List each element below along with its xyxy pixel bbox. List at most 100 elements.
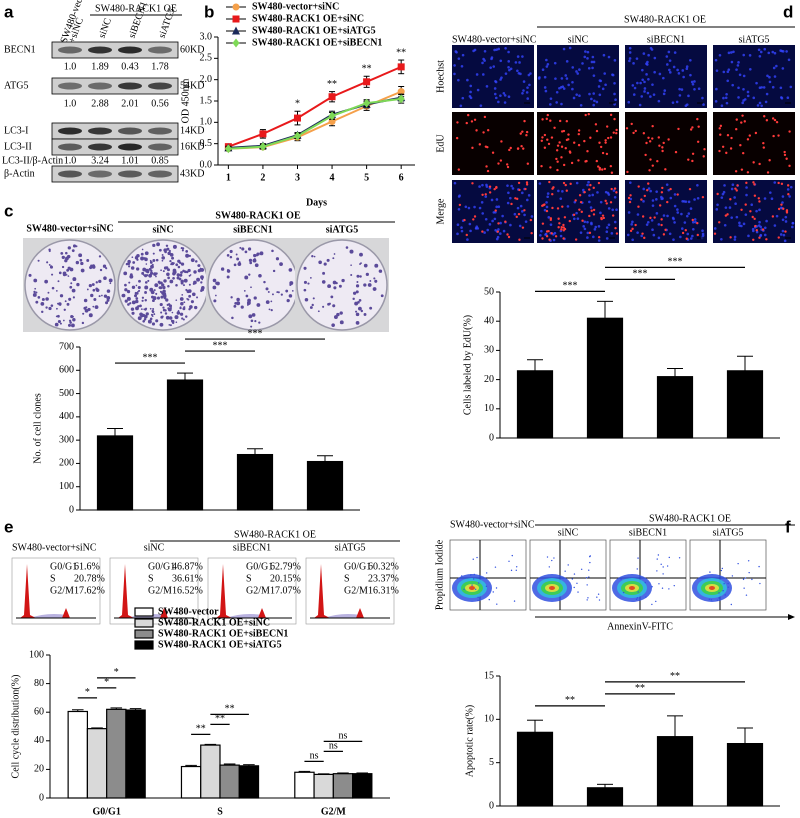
edu-signal — [555, 149, 559, 152]
nucleus — [483, 59, 486, 62]
nucleus — [581, 62, 584, 65]
edu-signal — [546, 113, 549, 117]
colony — [65, 251, 68, 255]
legend-label: SW480-RACK1 OE+siBECN1 — [158, 628, 288, 639]
edu-signal — [549, 166, 552, 169]
nucleus — [763, 47, 767, 51]
edu-signal — [588, 231, 592, 235]
nucleus — [584, 50, 587, 53]
nucleus — [788, 195, 791, 198]
legend-label: SW480-RACK1 OE+siNC — [158, 617, 270, 628]
colony — [164, 312, 168, 315]
image-column-label: siATG5 — [712, 527, 743, 538]
cell-event — [718, 592, 720, 594]
cell-event — [477, 596, 479, 599]
cell-event — [553, 557, 555, 559]
nucleus — [499, 221, 502, 225]
colony — [360, 309, 364, 313]
colony — [327, 284, 332, 289]
edu-signal — [684, 228, 687, 232]
colony — [146, 270, 150, 274]
colony — [45, 306, 48, 309]
colony — [168, 324, 171, 326]
colony — [48, 306, 52, 311]
nucleus — [640, 234, 644, 238]
nucleus — [568, 46, 572, 50]
edu-signal — [718, 149, 721, 153]
edu-signal — [634, 129, 637, 133]
cell-event — [637, 591, 639, 593]
blot-band — [58, 170, 82, 178]
phase-value: 23.37% — [368, 573, 399, 584]
colony — [155, 319, 159, 323]
nucleus — [586, 57, 589, 60]
nucleus — [513, 212, 517, 216]
panel-letter: f — [785, 517, 791, 536]
nucleus — [677, 72, 681, 75]
colony — [165, 266, 169, 270]
colony — [236, 257, 240, 261]
cell-event — [495, 587, 498, 589]
nucleus — [696, 196, 700, 200]
cell-event — [573, 586, 575, 589]
edu-signal — [545, 235, 549, 238]
image-column-label: siNC — [558, 527, 579, 538]
colony — [59, 322, 62, 325]
colony — [331, 323, 335, 327]
nucleus — [572, 96, 576, 100]
nucleus — [779, 233, 783, 236]
colony — [355, 312, 360, 317]
colony — [153, 272, 157, 276]
cell-event — [655, 600, 657, 603]
nucleus — [557, 189, 560, 193]
edu-signal — [662, 141, 665, 145]
nucleus — [649, 46, 653, 50]
cell-event — [588, 569, 590, 571]
colony — [159, 322, 164, 327]
edu-signal — [560, 130, 564, 133]
image-column-label: siATG5 — [738, 34, 769, 45]
colony — [140, 308, 143, 311]
nucleus — [626, 233, 630, 237]
colony — [92, 305, 95, 308]
image-group-label: SW480-RACK1 OE — [649, 513, 731, 524]
bar — [586, 317, 624, 439]
x-tick-label: S — [217, 806, 223, 817]
edu-signal — [560, 228, 563, 231]
edu-signal — [749, 210, 752, 213]
nucleus — [586, 183, 589, 187]
nucleus — [591, 66, 594, 70]
edu-signal — [556, 207, 560, 210]
nucleus — [781, 50, 785, 53]
cell-event — [668, 556, 670, 559]
image-column-label: siNC — [144, 542, 165, 553]
nucleus — [474, 227, 478, 230]
nucleus — [718, 54, 722, 57]
point — [293, 131, 301, 141]
colony — [67, 246, 71, 250]
edu-signal — [691, 159, 694, 163]
nucleus — [561, 190, 564, 193]
significance-label: ** — [565, 695, 575, 706]
edu-signal — [550, 136, 554, 139]
nucleus — [652, 233, 656, 237]
colony — [250, 319, 254, 323]
nucleus — [628, 51, 632, 54]
nucleus — [742, 53, 746, 57]
edu-signal — [525, 134, 528, 137]
nucleus — [566, 205, 570, 208]
nucleus — [562, 47, 566, 51]
edu-signal — [523, 119, 526, 123]
colony — [172, 276, 175, 280]
nucleus — [479, 104, 483, 107]
colony — [162, 294, 167, 298]
colony — [80, 268, 85, 273]
nucleus — [456, 223, 460, 227]
edu-signal — [642, 132, 646, 135]
colony — [200, 281, 203, 284]
nucleus — [642, 187, 646, 191]
nucleus — [633, 86, 637, 90]
cell-event — [597, 593, 600, 595]
nucleus — [507, 191, 510, 195]
nucleus — [757, 48, 761, 52]
